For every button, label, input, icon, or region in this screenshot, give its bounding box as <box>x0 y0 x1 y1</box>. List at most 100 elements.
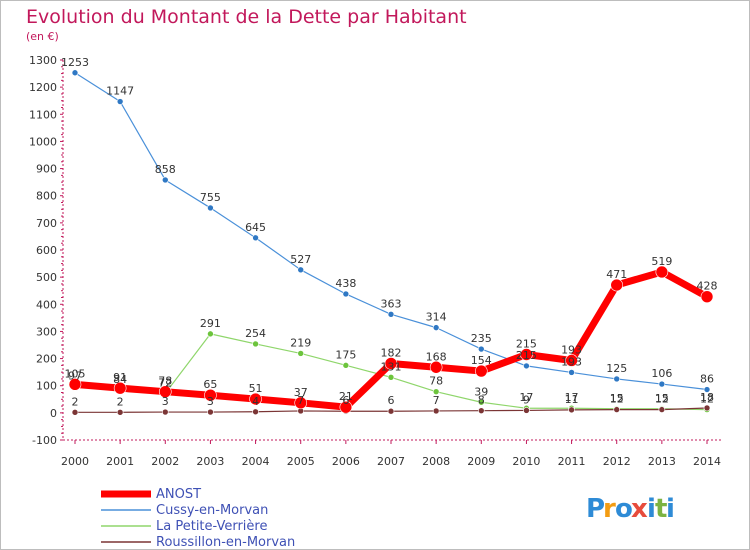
data-label-roussillon-en-morvan: 6 <box>388 394 395 407</box>
data-point-anost <box>204 388 217 402</box>
data-label-roussillon-en-morvan: 6 <box>342 394 349 407</box>
data-point-anost <box>339 400 353 414</box>
data-point-cussy-en-morvan <box>71 69 79 77</box>
data-point-anost <box>68 378 82 391</box>
data-label-la-petite-verri-re: 17 <box>519 391 533 404</box>
data-label-anost: 91 <box>113 371 127 384</box>
y-tick-label: 500 <box>36 271 57 284</box>
data-label-la-petite-verri-re: 17 <box>565 391 579 404</box>
chart-subtitle: (en €) <box>26 30 59 43</box>
data-label-roussillon-en-morvan: 18 <box>700 391 714 404</box>
data-point-roussillon-en-morvan <box>703 404 711 412</box>
x-tick-label: 2003 <box>196 455 224 468</box>
data-point-anost <box>158 385 172 398</box>
x-tick-label: 2014 <box>693 455 721 468</box>
y-tick-label: 1200 <box>29 81 57 94</box>
data-label-la-petite-verri-re: 72 <box>158 376 172 389</box>
legend-label-anost: ANOST <box>156 487 201 502</box>
y-tick-label: 800 <box>36 190 57 203</box>
x-tick-label: 2001 <box>106 455 134 468</box>
data-point-cussy-en-morvan <box>297 266 305 274</box>
data-label-roussillon-en-morvan: 3 <box>207 395 214 408</box>
data-label-la-petite-verri-re: 84 <box>113 373 127 386</box>
data-label-anost: 78 <box>158 375 172 388</box>
x-tick-label: 2005 <box>287 455 315 468</box>
y-tick-label: 700 <box>36 217 57 230</box>
data-label-anost: 182 <box>381 346 402 359</box>
x-tick-label: 2009 <box>467 455 495 468</box>
data-point-anost <box>249 392 262 406</box>
logo-letter: x <box>631 494 648 524</box>
data-label-roussillon-en-morvan: 11 <box>565 393 579 406</box>
data-point-anost <box>113 381 127 395</box>
data-label-anost: 51 <box>249 382 263 395</box>
data-point-cussy-en-morvan <box>342 290 350 298</box>
y-tick-label: 100 <box>36 380 57 393</box>
data-label-la-petite-verri-re: 291 <box>200 317 221 330</box>
data-point-anost <box>700 290 714 303</box>
series-layer <box>68 69 714 416</box>
data-label-cussy-en-morvan: 858 <box>155 163 176 176</box>
data-label-anost: 105 <box>65 367 86 380</box>
data-label-roussillon-en-morvan: 7 <box>433 394 440 407</box>
data-point-anost <box>384 357 398 370</box>
data-point-cussy-en-morvan <box>477 345 485 353</box>
data-point-roussillon-en-morvan <box>252 408 259 416</box>
y-tick-label: 1100 <box>29 108 57 121</box>
data-label-la-petite-verri-re: 39 <box>474 385 488 398</box>
data-point-cussy-en-morvan <box>568 369 575 376</box>
data-label-anost: 154 <box>471 354 492 367</box>
data-point-anost <box>565 354 578 367</box>
y-tick-label: 600 <box>36 244 57 257</box>
data-point-anost <box>474 364 488 378</box>
data-label-cussy-en-morvan: 363 <box>381 297 402 310</box>
x-tick-label: 2011 <box>558 455 586 468</box>
data-label-anost: 519 <box>651 255 672 268</box>
data-label-cussy-en-morvan: 235 <box>471 332 492 345</box>
data-label-roussillon-en-morvan: 12 <box>655 393 669 406</box>
x-tick-label: 2000 <box>61 455 89 468</box>
data-label-cussy-en-morvan: 438 <box>335 277 356 290</box>
data-label-la-petite-verri-re: 78 <box>429 375 443 388</box>
data-point-roussillon-en-morvan <box>432 407 440 415</box>
data-label-cussy-en-morvan: 125 <box>606 362 627 375</box>
data-label-cussy-en-morvan: 527 <box>290 253 311 266</box>
data-label-anost: 65 <box>203 378 217 391</box>
legend-label-petite-verriere: La Petite-Verrière <box>156 519 267 534</box>
data-label-anost: 471 <box>606 268 627 281</box>
data-point-roussillon-en-morvan <box>658 406 666 413</box>
logo-letter: o <box>615 494 633 524</box>
data-label-roussillon-en-morvan: 9 <box>523 393 530 406</box>
data-point-cussy-en-morvan <box>207 204 214 212</box>
logo-letter: i <box>647 494 656 524</box>
data-point-roussillon-en-morvan <box>161 408 169 416</box>
data-label-roussillon-en-morvan: 4 <box>252 395 259 408</box>
data-label-roussillon-en-morvan: 3 <box>162 395 169 408</box>
y-tick-label: -100 <box>32 434 57 447</box>
data-label-roussillon-en-morvan: 2 <box>117 395 124 408</box>
logo-letter: r <box>603 494 616 524</box>
logo-letter: i <box>666 494 675 524</box>
data-point-cussy-en-morvan <box>658 380 666 388</box>
data-label-cussy-en-morvan: 86 <box>700 373 714 386</box>
data-label-roussillon-en-morvan: 12 <box>610 393 624 406</box>
data-label-la-petite-verri-re: 12 <box>700 393 714 406</box>
data-label-roussillon-en-morvan: 2 <box>72 395 79 408</box>
y-tick-label: 200 <box>36 353 57 366</box>
data-point-cussy-en-morvan <box>252 234 259 242</box>
series-line-cussy-en-morvan <box>74 72 708 391</box>
data-label-anost: 168 <box>426 350 447 363</box>
data-label-cussy-en-morvan: 314 <box>426 311 447 324</box>
data-label-la-petite-verri-re: 15 <box>655 392 669 405</box>
data-point-anost <box>655 265 669 279</box>
data-point-anost <box>429 360 443 374</box>
x-tick-label: 2008 <box>422 455 450 468</box>
data-point-roussillon-en-morvan <box>613 406 621 413</box>
data-point-anost <box>294 396 308 410</box>
x-tick-label: 2002 <box>151 455 179 468</box>
y-tick-label: 900 <box>36 163 57 176</box>
y-tick-label: 0 <box>50 407 57 420</box>
proxiti-logo: Pr ox i ti <box>586 494 675 524</box>
data-labels: 1253114785875564552743836331423521519312… <box>61 56 718 409</box>
